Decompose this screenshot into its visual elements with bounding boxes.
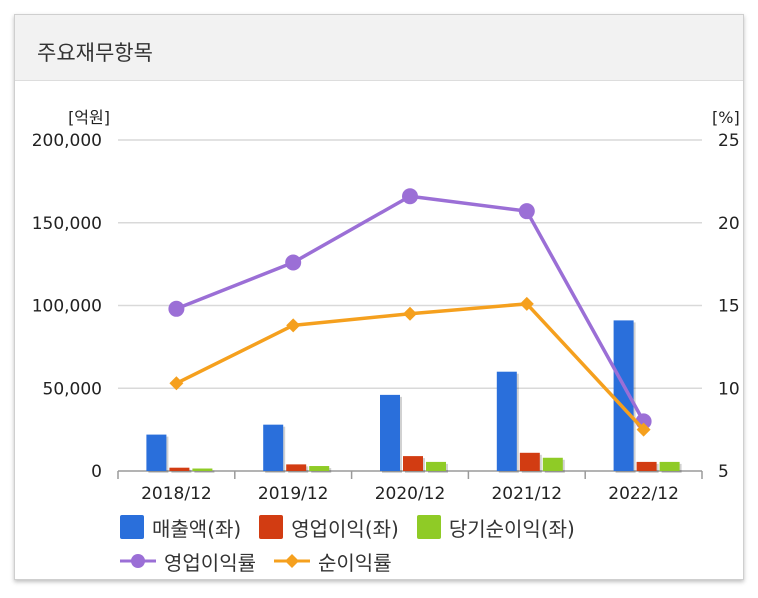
bar-net-income <box>309 466 330 471</box>
financial-summary-panel: 주요재무항목 <box>14 14 744 580</box>
line-net-margin <box>175 302 645 431</box>
panel-title: 주요재무항목 <box>37 41 153 65</box>
point-net-margin <box>403 306 417 321</box>
legend-item-revenue[interactable]: 매출액(좌) <box>120 513 241 542</box>
legend-label-operating-margin: 영업이익률 <box>164 550 256 575</box>
bar-operating-profit <box>636 461 657 471</box>
point-operating-margin <box>285 254 302 271</box>
left-axis-tick-label: 100,000 <box>32 297 102 317</box>
bar-net-income <box>426 461 446 471</box>
point-net-margin <box>286 318 301 333</box>
legend-label-revenue: 매출액(좌) <box>152 516 242 541</box>
bar-net-income <box>192 468 213 471</box>
bar-shadow <box>194 470 215 473</box>
bar-operating-profit <box>403 456 423 471</box>
x-axis-tick-label: 2021/12 <box>491 484 562 504</box>
right-axis-unit: [%] <box>712 108 740 127</box>
right-axis-tick-label: 10 <box>718 379 740 399</box>
left-axis-unit: [억원] <box>68 108 110 127</box>
x-axis-tick-label: 2022/12 <box>608 484 679 504</box>
bar-net-income <box>659 461 680 471</box>
legend-item-operating-profit[interactable]: 영업이익(좌) <box>259 513 399 542</box>
bar-shadow <box>171 469 192 473</box>
right-axis-tick-label: 20 <box>718 214 740 234</box>
legend-label-operating-profit: 영업이익(좌) <box>291 516 399 541</box>
point-operating-margin <box>168 300 185 317</box>
bar-operating-profit <box>169 467 190 471</box>
legend-item-net-income[interactable]: 당기순이익(좌) <box>416 513 575 542</box>
legend-item-operating-margin[interactable]: 영업이익률 <box>120 547 256 576</box>
bar-revenue <box>496 371 517 471</box>
point-net-margin <box>169 376 184 391</box>
bar-revenue <box>380 394 400 471</box>
legend-marker-operating-margin <box>120 554 156 568</box>
bar-revenue <box>263 424 284 471</box>
right-axis-tick-label: 25 <box>718 131 740 151</box>
legend-swatch-operating-profit <box>259 515 284 539</box>
legend-label-net-margin: 순이익률 <box>318 550 392 575</box>
bar-net-income <box>542 457 563 471</box>
point-operating-margin <box>518 203 535 220</box>
bar-operating-profit <box>519 452 540 471</box>
legend-swatch-revenue <box>120 515 144 539</box>
x-axis-tick-label: 2019/12 <box>258 484 329 504</box>
left-axis-tick-label: 0 <box>91 462 102 482</box>
point-net-margin <box>519 296 534 311</box>
x-axis-tick-label: 2020/12 <box>375 484 446 504</box>
legend-marker-net-margin <box>274 554 310 568</box>
right-axis-tick-label: 5 <box>718 462 729 482</box>
legend-swatch-net-income <box>416 515 441 539</box>
chart-legend: 매출액(좌) 영업이익(좌) 당기순이익(좌) 영업이익률 순이익률 <box>120 510 680 578</box>
bar-operating-profit <box>286 464 307 471</box>
left-axis-tick-label: 150,000 <box>32 214 102 234</box>
bar-revenue <box>613 320 634 471</box>
point-net-margin <box>636 422 651 437</box>
left-axis-tick-label: 200,000 <box>32 131 102 151</box>
point-operating-margin <box>402 188 418 205</box>
legend-label-net-income: 당기순이익(좌) <box>448 516 575 541</box>
x-axis-tick-label: 2018/12 <box>141 484 212 504</box>
legend-item-net-margin[interactable]: 순이익률 <box>274 547 392 576</box>
left-axis-tick-label: 50,000 <box>43 379 102 399</box>
bar-revenue <box>146 434 167 471</box>
panel-header: 주요재무항목 <box>15 15 743 81</box>
right-axis-tick-label: 15 <box>718 297 740 317</box>
